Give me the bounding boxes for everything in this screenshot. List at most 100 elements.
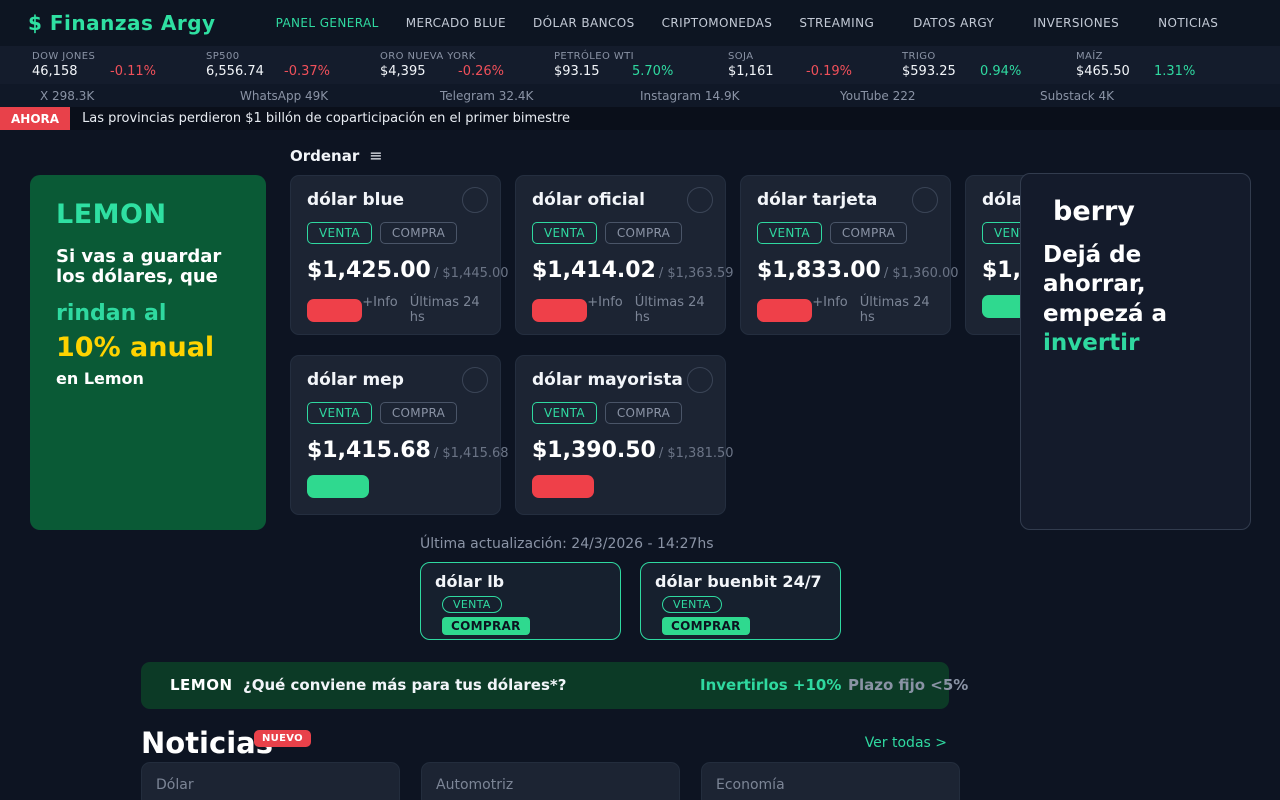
lemon-mid-line: rindan al [56, 301, 167, 327]
lemon-tagline: Si vas a guardar los dólares, que [56, 246, 222, 288]
compra-tab[interactable]: COMPRA [829, 222, 908, 244]
ticker-label: MAÍZ [1076, 51, 1103, 62]
rate-card-title: dólar mep [307, 370, 404, 390]
ticker-change: 0.94% [980, 64, 1022, 79]
ticker-dow-jones: DOW JONES 46,158 -0.11% [32, 51, 206, 79]
change-badge [757, 298, 813, 322]
berry-promo-card[interactable]: berry Dejá de ahorrar, empezá a invertir [1020, 173, 1251, 530]
ticker-maiz: MAÍZ $465.50 1.31% [1076, 51, 1250, 79]
sort-control[interactable]: Ordenar ≡ [290, 146, 383, 165]
venta-tab[interactable]: VENTA [662, 596, 722, 613]
ticker-change: -0.26% [458, 64, 504, 79]
brand-logo[interactable]: $ Finanzas Argy [28, 11, 216, 35]
ticker-value: 6,556.74 [206, 64, 264, 79]
new-badge: NUEVO [254, 730, 311, 747]
sell-price: $1,415.68 [307, 438, 431, 463]
news-category-dolar[interactable]: Dólar [141, 762, 400, 800]
info-link[interactable]: +Info [812, 295, 848, 310]
news-title: Noticias [141, 726, 273, 760]
refresh-circle-icon[interactable] [687, 187, 713, 213]
news-category-economia[interactable]: Economía [701, 762, 960, 800]
category-label: Economía [716, 777, 785, 793]
compra-tab[interactable]: COMPRA [379, 402, 458, 424]
social-substack[interactable]: Substack 4K [1040, 88, 1115, 103]
venta-tab[interactable]: VENTA [532, 402, 597, 424]
rate-card-dolar-mep: dólar mep VENTA COMPRA $1,415.68 / $1,41… [290, 355, 509, 515]
rate-card-dolar-oficial: dólar oficial VENTA COMPRA $1,414.02 / $… [515, 175, 734, 335]
venta-tab[interactable]: VENTA [757, 222, 822, 244]
news-section-header: Noticias NUEVO Ver todas > [141, 726, 947, 762]
nav-inversiones[interactable]: INVERSIONES [1033, 16, 1120, 30]
nav-criptomonedas[interactable]: CRIPTOMONEDAS [661, 16, 773, 30]
comprar-button[interactable]: COMPRAR [442, 617, 530, 635]
compra-tab[interactable]: COMPRA [604, 222, 683, 244]
social-x[interactable]: X 298.3K [40, 88, 95, 103]
market-ticker-bar: DOW JONES 46,158 -0.11% SP500 6,556.74 -0.… [0, 46, 1280, 84]
comprar-button[interactable]: COMPRAR [662, 617, 750, 635]
social-youtube[interactable]: YouTube 222 [840, 88, 916, 103]
rate-card-dolar-mayorista: dólar mayorista VENTA COMPRA $1,390.50 /… [515, 355, 734, 515]
info-link[interactable]: +Info [362, 295, 398, 310]
buy-price: / $1,415.68 [433, 446, 509, 461]
main-nav: PANEL GENERAL MERCADO BLUE DÓLAR BANCOS … [276, 16, 1219, 30]
nav-mercado-blue[interactable]: MERCADO BLUE [405, 16, 506, 30]
refresh-circle-icon[interactable] [462, 367, 488, 393]
category-label: Automotriz [436, 777, 514, 793]
sell-price: $1,390.50 [532, 438, 656, 463]
social-telegram[interactable]: Telegram 32.4K [440, 88, 534, 103]
rate-card-title: dólar mayorista [532, 370, 683, 390]
banner-question: ¿Qué conviene más para tus dólares*? [243, 676, 567, 694]
compra-tab[interactable]: COMPRA [379, 222, 458, 244]
breaking-news-bar: AHORA Las provincias perdieron $1 billón… [0, 107, 1280, 130]
ticker-value: $465.50 [1076, 64, 1130, 79]
sell-price: $1,833.00 [757, 258, 881, 283]
berry-headline-text: Dejá de ahorrar, empezá a [1043, 242, 1168, 327]
refresh-circle-icon[interactable] [462, 187, 488, 213]
venta-tab[interactable]: VENTA [307, 222, 372, 244]
change-badge [307, 298, 363, 322]
rate-card-dolar-tarjeta: dólar tarjeta VENTA COMPRA $1,833.00 / $… [740, 175, 959, 335]
buy-card-dolar-buenbit: dólar buenbit 24/7 VENTA COMPRAR [640, 562, 841, 640]
ticker-label: ORO NUEVA YORK [380, 51, 476, 62]
ticker-oro-nueva-york: ORO NUEVA YORK $4,395 -0.26% [380, 51, 554, 79]
nav-streaming[interactable]: STREAMING [799, 16, 875, 30]
breaking-headline[interactable]: Las provincias perdieron $1 billón de co… [82, 111, 571, 126]
news-category-automotriz[interactable]: Automotriz [421, 762, 680, 800]
ticker-value: 46,158 [32, 64, 78, 79]
change-badge [307, 475, 369, 498]
menu-icon[interactable]: ≡ [369, 146, 383, 165]
venta-tab[interactable]: VENTA [532, 222, 597, 244]
lemon-comparison-banner[interactable]: LEMON ¿Qué conviene más para tus dólares… [141, 662, 968, 709]
nav-dolar-bancos[interactable]: DÓLAR BANCOS [532, 16, 635, 30]
ticker-value: $593.25 [902, 64, 956, 79]
see-all-link[interactable]: Ver todas > [864, 735, 947, 751]
info-link[interactable]: +Info [587, 295, 623, 310]
venta-tab[interactable]: VENTA [307, 402, 372, 424]
ticker-value: $1,161 [728, 64, 774, 79]
lemon-end-line: en Lemon [56, 369, 144, 389]
refresh-circle-icon[interactable] [687, 367, 713, 393]
nav-datos-argy[interactable]: DATOS ARGY [913, 16, 995, 30]
refresh-circle-icon[interactable] [912, 187, 938, 213]
compra-tab[interactable]: COMPRA [604, 402, 683, 424]
buy-card-title: dólar buenbit 24/7 [655, 572, 822, 591]
ticker-label: PETRÓLEO WTI [554, 51, 634, 62]
lemon-brand: LEMON [56, 199, 167, 230]
ticker-label: TRIGO [902, 51, 936, 62]
last24-link[interactable]: Últimas 24 hs [409, 295, 480, 325]
nav-noticias[interactable]: NOTICIAS [1158, 16, 1219, 30]
lemon-promo-card[interactable]: LEMON Si vas a guardar los dólares, que … [30, 175, 266, 530]
sell-price: $1,414.02 [532, 258, 656, 283]
nav-panel-general[interactable]: PANEL GENERAL [275, 16, 379, 30]
social-whatsapp[interactable]: WhatsApp 49K [240, 88, 329, 103]
sort-label: Ordenar [290, 146, 360, 165]
last24-link[interactable]: Últimas 24 hs [634, 295, 705, 325]
venta-tab[interactable]: VENTA [442, 596, 502, 613]
last24-link[interactable]: Últimas 24 hs [859, 295, 930, 325]
ticker-change: -0.11% [110, 64, 156, 79]
ticker-value: $93.15 [554, 64, 600, 79]
ticker-label: SP500 [206, 51, 240, 62]
rate-card-title: dólar tarjeta [757, 190, 878, 210]
social-instagram[interactable]: Instagram 14.9K [640, 88, 740, 103]
